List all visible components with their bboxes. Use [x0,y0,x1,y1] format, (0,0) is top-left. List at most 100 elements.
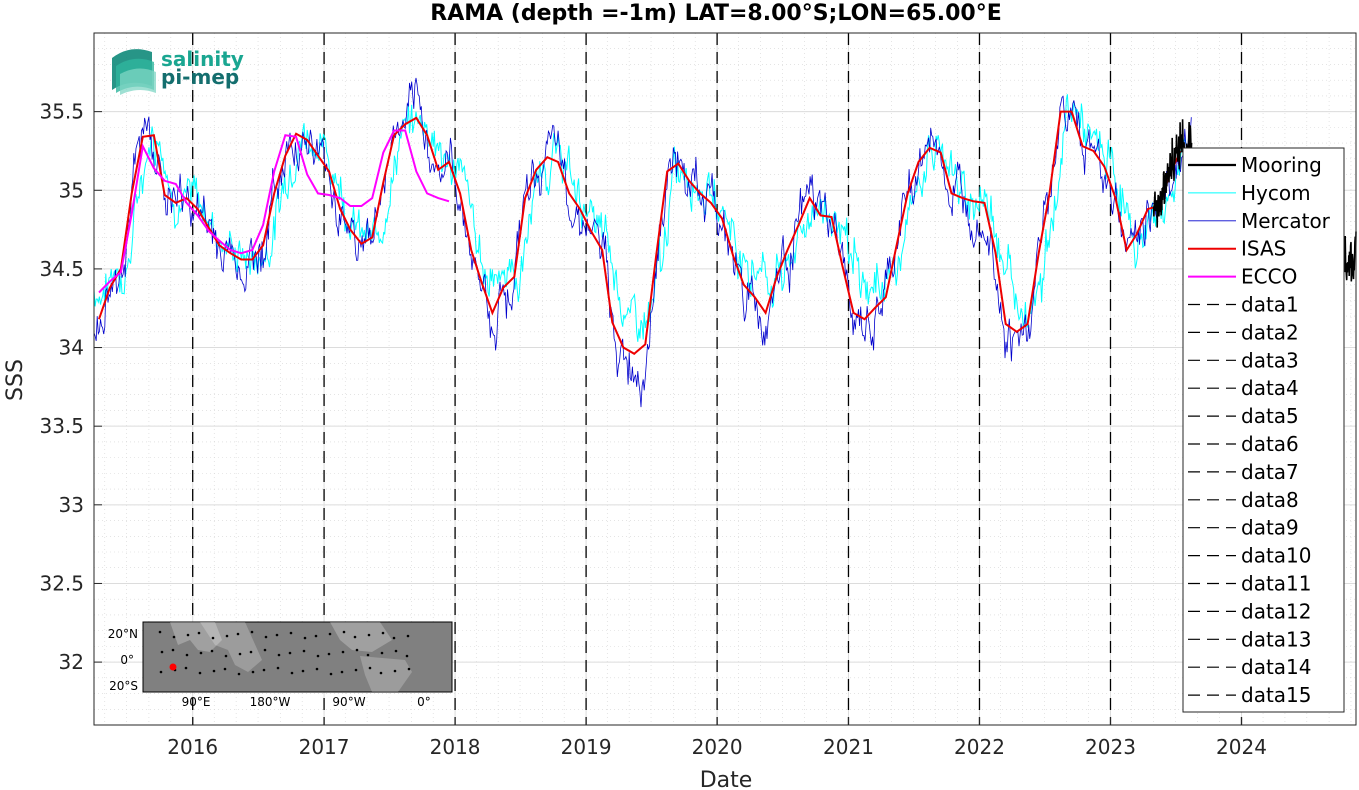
inset-mooring-dot [160,650,164,654]
inset-mooring-dot [406,634,410,638]
inset-mooring-dot [355,648,359,652]
inset-mooring-dot [237,672,241,676]
legend-label: data11 [1241,572,1312,596]
inset-mooring-dot [367,633,371,637]
inset-mooring-dot [303,636,307,640]
inset-mooring-dot [288,651,292,655]
plot-area [93,32,1357,726]
inset-mooring-dot [394,649,398,653]
x-axis-label: Date [700,768,753,790]
inset-mooring-dot [238,652,242,656]
inset-mooring-dot [262,668,266,672]
inset-mooring-dot [211,636,215,640]
inset-mooring-dot [172,635,176,639]
inset-lon-label: 90°W [332,695,365,709]
x-tick-label: 2019 [561,735,612,759]
legend-label: data12 [1241,599,1312,623]
x-tick-label: 2018 [430,735,481,759]
inset-mooring-dot [171,648,175,652]
legend-label: data6 [1241,432,1299,456]
inset-mooring-dot [379,671,383,675]
inset-mooring-dot [315,667,319,671]
inset-mooring-dot [158,630,162,634]
legend-label: data7 [1241,460,1299,484]
inset-mooring-dot [186,633,190,637]
legend-label: data10 [1241,544,1312,568]
legend-label: data3 [1241,348,1299,372]
logo-line1: salinity [161,47,244,71]
inset-mooring-dot [250,630,254,634]
legend-label: data2 [1241,320,1299,344]
legend-label: data9 [1241,516,1299,540]
legend-label: data4 [1241,376,1299,400]
salinity-pi-mep-logo: salinity pi-mep [112,47,244,95]
legend-label: data1 [1241,293,1299,317]
inset-mooring-dot [264,635,268,639]
chart-title: RAMA (depth =-1m) LAT=8.00°S;LON=65.00°E [430,1,1001,26]
inset-mooring-dot [223,667,227,671]
legend-label: data14 [1241,655,1312,679]
inset-mooring-dot [327,652,331,656]
inset-lon-label: 180°W [250,695,291,709]
inset-mooring-dot [210,649,214,653]
inset-mooring-dot [184,666,188,670]
inset-mooring-dot [405,654,409,658]
legend-label: data15 [1241,683,1312,707]
inset-mooring-dot [185,653,189,657]
inset-mooring-dot [275,633,279,637]
inset-mooring-dot [199,651,203,655]
y-tick-label: 35 [59,178,84,202]
y-tick-label: 34.5 [39,257,84,281]
inset-mooring-dot [263,648,267,652]
inset-mooring-dot [381,631,385,635]
ecco-series-line [98,129,450,294]
inset-mooring-dot [302,649,306,653]
inset-mooring-dot [341,650,345,654]
legend-label: data8 [1241,488,1299,512]
inset-lat-label: 20°N [108,627,138,641]
inset-lon-label: 90°E [182,695,211,709]
inset-mooring-dot [340,670,344,674]
x-tick-label: 2022 [954,735,1005,759]
inset-mooring-dot [249,650,253,654]
inset-mooring-dot [301,669,305,673]
x-tick-label: 2020 [692,735,743,759]
inset-mooring-dot [197,631,201,635]
logo-line2: pi-mep [161,65,239,89]
inset-mooring-dot [224,654,228,658]
inset-mooring-dot [407,667,411,671]
inset-lat-label: 0° [120,653,134,667]
y-axis-label: SSS [3,359,28,401]
x-tick-label: 2017 [299,735,350,759]
hycom-series-line [93,94,1192,342]
legend-label: data5 [1241,404,1299,428]
inset-mooring-dot [159,670,163,674]
inset-mooring-dot [277,653,281,657]
inset-mooring-dot [354,668,358,672]
inset-mooring-dot [368,666,372,670]
y-tick-label: 32 [59,650,84,674]
legend-label: Hycom [1241,181,1311,205]
legend: Mooring Hycom Mercator ISAS ECCO data1 data2 da… [1182,147,1345,713]
inset-mooring-dot [276,666,280,670]
inset-mooring-dot [380,651,384,655]
x-tick-label: 2016 [167,735,218,759]
y-axis-ticks: 32 32.5 33 33.5 34 34.5 35 35.5 [39,100,102,674]
legend-label: Mooring [1241,153,1322,177]
isas-series-line [98,110,1182,356]
inset-mooring-dot [329,672,333,676]
inset-lon-label: 0° [417,695,431,709]
inset-mooring-dot [314,634,318,638]
x-tick-label: 2023 [1085,735,1136,759]
inset-lat-label: 20°S [109,679,138,693]
inset-mooring-dot [366,653,370,657]
inset-mooring-dot [212,669,216,673]
x-tick-label: 2024 [1216,735,1267,759]
y-tick-label: 33 [59,493,84,517]
y-tick-label: 33.5 [39,414,84,438]
legend-label: Mercator [1241,209,1331,233]
inset-mooring-dot [316,654,320,658]
legend-label: ISAS [1241,237,1286,261]
y-tick-label: 34 [59,336,84,360]
